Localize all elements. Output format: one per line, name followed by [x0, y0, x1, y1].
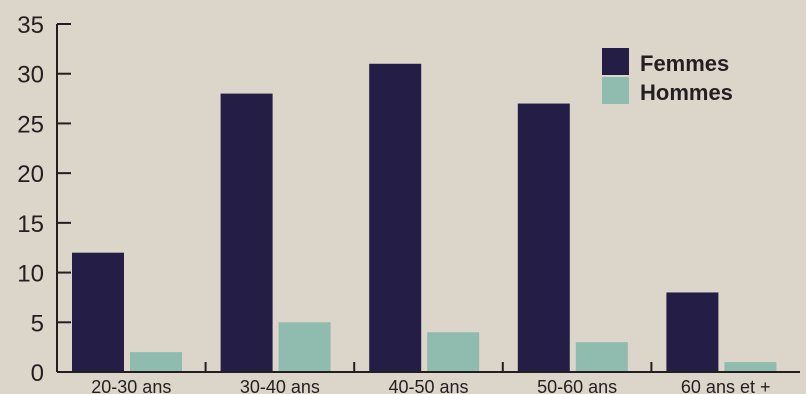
x-tick-label: 60 ans et + — [681, 377, 771, 394]
bar-femmes-1 — [72, 252, 124, 372]
bar-hommes-5 — [724, 362, 777, 372]
y-tick-label: 35 — [17, 12, 44, 39]
bar-femmes-4 — [517, 103, 570, 373]
legend-label-femmes: Femmes — [640, 51, 729, 76]
x-ticks-group: 20-30 ans 30-40 ans 40-50 ans 50-60 ans 60 a… — [91, 362, 770, 394]
legend: Femmes Hommes — [602, 48, 733, 105]
x-tick-label: 20-30 ans — [91, 377, 171, 394]
y-tick-label: 10 — [17, 261, 44, 288]
legend-swatch-hommes — [602, 77, 629, 104]
bars-group — [72, 63, 777, 373]
axes-group — [56, 24, 800, 373]
bar-femmes-5 — [666, 292, 719, 372]
y-ticks-group: 0 5 10 15 20 25 30 35 — [17, 12, 71, 387]
x-tick-label: 30-40 ans — [240, 377, 320, 394]
y-tick-label: 5 — [31, 310, 44, 337]
y-tick-label: 30 — [17, 62, 44, 89]
y-tick-label: 20 — [17, 161, 44, 188]
bar-hommes-1 — [130, 352, 182, 372]
bar-hommes-3 — [427, 332, 480, 372]
bar-hommes-2 — [278, 322, 331, 372]
x-tick-label: 50-60 ans — [537, 377, 617, 394]
bar-femmes-3 — [369, 63, 422, 373]
y-tick-label: 0 — [31, 360, 44, 387]
x-tick-label: 40-50 ans — [388, 377, 468, 394]
legend-label-hommes: Hommes — [640, 80, 733, 105]
bar-hommes-4 — [575, 342, 628, 372]
y-tick-label: 15 — [17, 211, 44, 238]
bar-femmes-2 — [220, 93, 273, 372]
y-tick-label: 25 — [17, 111, 44, 138]
legend-swatch-femmes — [602, 48, 629, 75]
